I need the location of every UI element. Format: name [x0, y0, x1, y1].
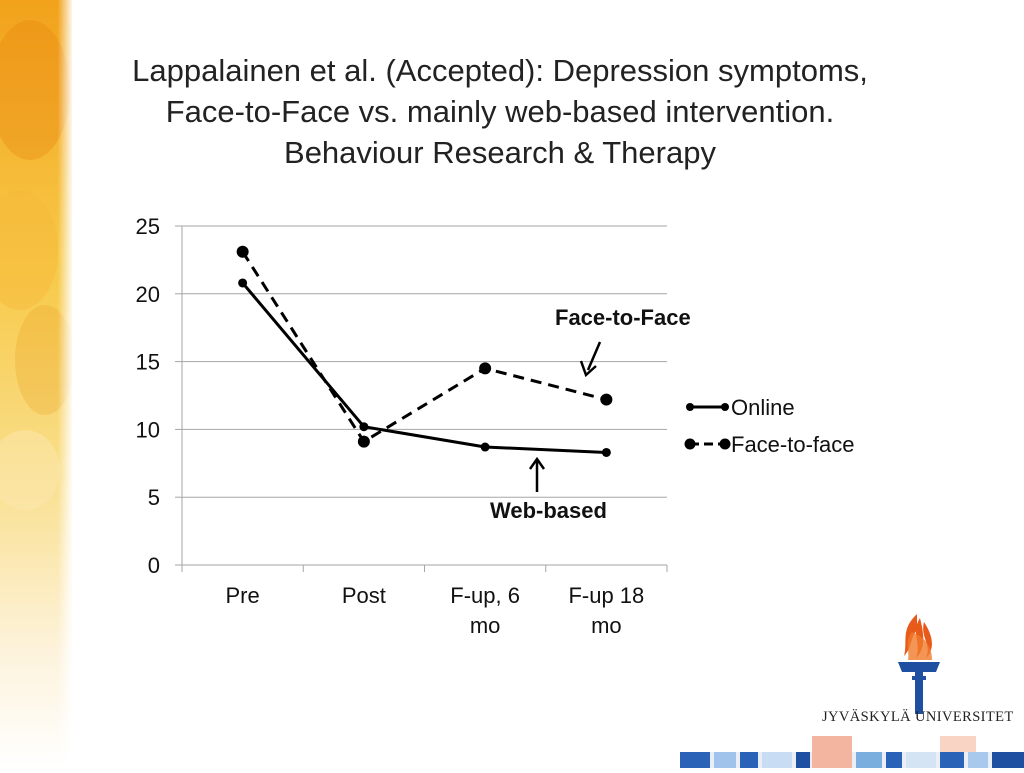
data-point [600, 393, 613, 406]
title-line-1: Lappalainen et al. (Accepted): Depressio… [132, 53, 868, 88]
annotation-arrow [586, 341, 602, 371]
university-logo [820, 612, 1020, 732]
series-line [241, 250, 607, 444]
annotation-label: Web-based [490, 498, 607, 523]
data-point [357, 435, 370, 448]
slide-title: Lappalainen et al. (Accepted): Depressio… [70, 50, 930, 173]
torch-icon [898, 662, 940, 714]
legend-marker [721, 403, 729, 411]
decorative-stripe-bar [680, 736, 1024, 768]
x-tick-label: Pre [226, 583, 260, 608]
x-tick-label: F-up 18 [568, 583, 644, 608]
data-point [236, 245, 249, 258]
x-tick-label: mo [591, 613, 622, 638]
legend-marker [684, 438, 696, 450]
series-line [241, 281, 607, 454]
y-tick-label: 15 [136, 350, 160, 375]
y-tick-label: 20 [136, 282, 160, 307]
title-line-2: Face-to-Face vs. mainly web-based interv… [165, 94, 835, 129]
legend-label: Online [731, 395, 795, 420]
annotation-arrowhead [528, 456, 546, 470]
annotation-label: Face-to-Face [555, 305, 691, 330]
y-tick-label: 5 [148, 485, 160, 510]
legend-marker [719, 438, 731, 450]
university-name: JYVÄSKYLÄ UNIVERSITET [822, 709, 1014, 725]
flame-icon [904, 614, 932, 660]
x-tick-label: mo [470, 613, 501, 638]
data-point [238, 278, 248, 288]
y-tick-label: 0 [148, 553, 160, 578]
decorative-orange-sidebar [0, 0, 72, 768]
data-point [480, 442, 490, 452]
data-point [601, 447, 611, 457]
x-tick-label: F-up, 6 [450, 583, 520, 608]
data-point [479, 362, 492, 375]
title-line-3: Behaviour Research & Therapy [284, 135, 716, 170]
annotation-arrowhead [579, 360, 597, 378]
legend-marker [686, 403, 694, 411]
y-tick-label: 10 [136, 417, 160, 442]
x-tick-label: Post [342, 583, 386, 608]
y-tick-label: 25 [136, 214, 160, 239]
legend-label: Face-to-face [731, 432, 855, 457]
data-point [359, 422, 369, 432]
